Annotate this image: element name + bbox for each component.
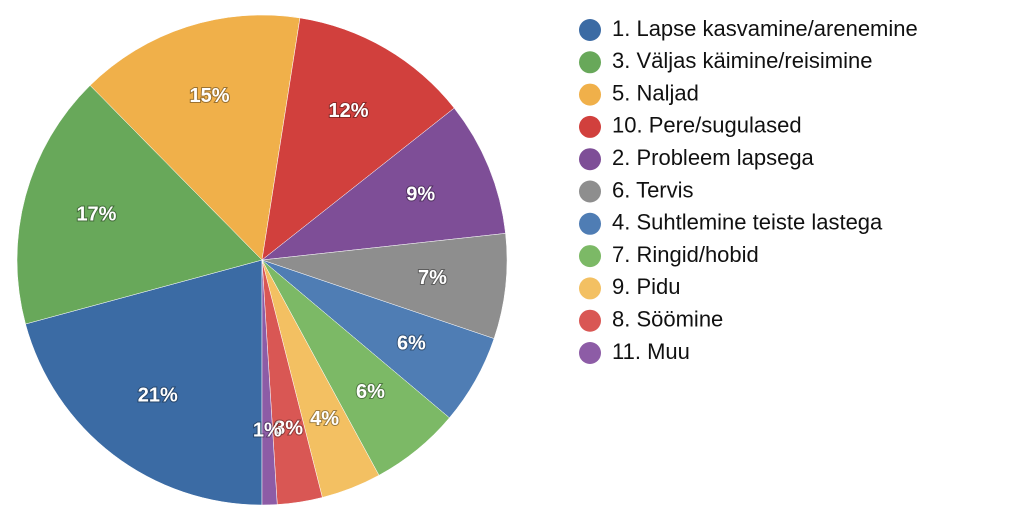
legend-marker <box>579 83 601 106</box>
data-label: 4% <box>310 408 339 430</box>
pie-slice <box>261 107 506 261</box>
legend-label: 8. Söömine <box>612 307 723 332</box>
legend-label: 7. Ringid/hobid <box>612 242 759 267</box>
data-label: 17% <box>76 203 116 225</box>
legend-label: 4. Suhtlemine teiste lastega <box>612 210 883 235</box>
data-label: 9% <box>406 183 435 205</box>
pie-slice <box>261 233 508 339</box>
legend-label: 9. Pidu <box>612 274 681 299</box>
legend-marker <box>579 342 601 364</box>
pie-slice <box>261 17 455 261</box>
legend-marker <box>579 245 601 268</box>
legend-marker <box>579 51 601 74</box>
data-label: 1% <box>253 420 282 442</box>
legend-label: 5. Naljad <box>612 80 699 105</box>
legend-marker <box>579 148 601 171</box>
legend-label: 11. Muu <box>612 339 690 364</box>
legend-label: 6. Tervis <box>612 177 694 202</box>
legend-label: 10. Pere/sugulased <box>612 113 802 138</box>
legend-marker <box>579 277 601 300</box>
data-label: 15% <box>189 85 229 107</box>
legend-marker <box>579 180 601 203</box>
legend-label: 2. Probleem lapsega <box>612 145 815 170</box>
legend-label: 3. Väljas käimine/reisimine <box>612 48 872 73</box>
legend-marker <box>579 115 601 138</box>
data-label: 6% <box>397 332 426 354</box>
legend-marker <box>579 212 601 235</box>
data-label: 6% <box>356 381 385 403</box>
data-label: 21% <box>138 384 178 406</box>
data-label: 7% <box>418 267 447 289</box>
pie-slice <box>25 259 263 505</box>
data-label: 12% <box>329 100 369 122</box>
legend-marker <box>579 19 601 41</box>
legend-marker <box>579 309 601 332</box>
data-label: 3% <box>274 418 303 440</box>
pie-slice <box>16 85 263 325</box>
pie-slice <box>89 14 301 261</box>
legend-label: 1. Lapse kasvamine/arenemine <box>612 16 918 41</box>
